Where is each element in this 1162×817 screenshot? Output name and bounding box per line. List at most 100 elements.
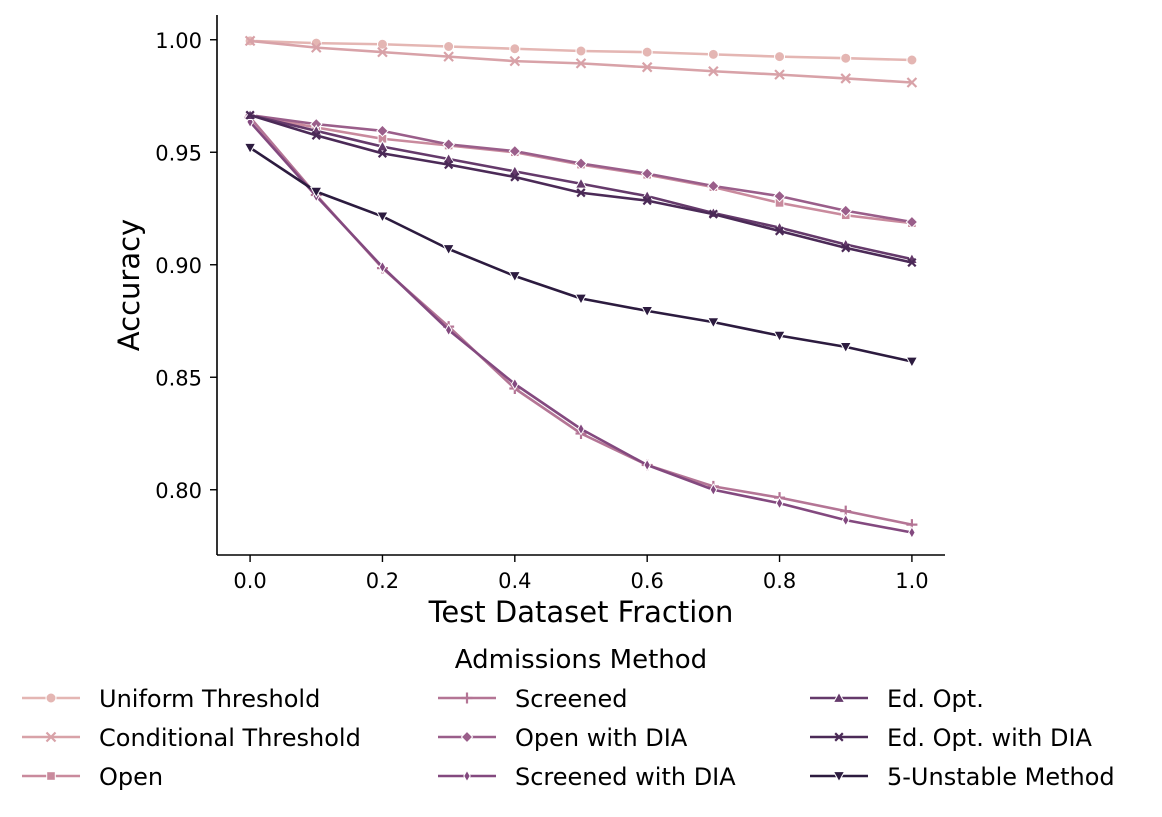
x-tick-label: 0.0 [233, 569, 266, 593]
data-point [443, 51, 454, 62]
data-point [574, 293, 588, 306]
y-tick-label: 0.80 [155, 479, 202, 503]
data-point [707, 179, 720, 193]
data-point [640, 167, 654, 180]
data-point [444, 323, 453, 337]
legend-item-conditional-threshold: Conditional Threshold [22, 724, 361, 752]
data-point [841, 513, 850, 527]
data-point [773, 189, 786, 203]
data-point [378, 260, 387, 274]
legend-title: Admissions Method [455, 645, 707, 675]
legend-swatch-marker [46, 771, 56, 781]
data-point [840, 73, 852, 84]
data-point [839, 204, 853, 218]
data-point [509, 55, 521, 67]
y-tick-label: 0.85 [155, 366, 202, 390]
data-point [707, 48, 719, 60]
legend-swatch-marker [45, 731, 57, 743]
legend-item-uniform-threshold: Uniform Threshold [22, 685, 320, 713]
legend-label: Ed. Opt. [887, 685, 984, 713]
data-point [377, 46, 388, 58]
x-tick-label: 0.2 [366, 569, 399, 593]
legend-item-5-unstable-method: 5-Unstable Method [810, 763, 1115, 791]
data-point [511, 377, 519, 391]
data-point [773, 330, 786, 343]
axes [216, 15, 945, 556]
data-point [906, 77, 918, 88]
data-point [509, 43, 521, 55]
data-point [309, 186, 323, 199]
data-point [908, 526, 916, 539]
x-axis-label: Test Dataset Fraction [428, 595, 734, 629]
legend-label: Screened with DIA [515, 763, 736, 791]
data-point [576, 188, 586, 198]
data-point [641, 46, 653, 58]
data-point [907, 257, 917, 268]
data-point [641, 61, 653, 73]
data-point [243, 142, 257, 155]
legend-swatch-marker [463, 769, 471, 783]
data-point [245, 110, 255, 120]
legend: Admissions Method Uniform Threshold Condi… [22, 645, 1115, 791]
series-conditional-threshold [244, 35, 918, 88]
legend-item-screened-with-dia: Screened with DIA [438, 763, 736, 791]
data-point [708, 65, 719, 77]
data-point [905, 356, 919, 369]
data-point [906, 54, 918, 66]
x-tick-label: 0.6 [630, 569, 663, 593]
legend-label: Screened [515, 685, 628, 713]
legend-item-screened: Screened [438, 685, 628, 713]
legend-label: Open with DIA [515, 724, 688, 752]
data-point [311, 130, 321, 140]
legend-item-open: Open [22, 763, 163, 791]
x-tick-label: 0.8 [763, 569, 796, 593]
data-point [643, 458, 651, 472]
legend-label: Open [99, 763, 163, 791]
legend-swatch-marker [460, 730, 474, 744]
data-point [709, 483, 718, 497]
data-point [442, 138, 455, 151]
legend-swatch-marker [834, 732, 844, 742]
legend-item-ed-opt-with-dia: Ed. Opt. with DIA [810, 724, 1093, 752]
data-point [775, 496, 784, 510]
data-point [244, 35, 256, 47]
data-point [442, 244, 455, 256]
legend-label: Conditional Threshold [99, 724, 361, 752]
data-point [508, 144, 522, 158]
series-screened-with-dia [246, 115, 916, 539]
data-point [577, 422, 585, 436]
series-line-ed-opt-with-dia [249, 113, 913, 264]
data-point [574, 177, 588, 189]
legend-item-open-with-dia: Open with DIA [438, 724, 688, 752]
data-point [246, 115, 254, 129]
y-tick-label: 0.95 [155, 141, 202, 165]
data-point [640, 305, 654, 318]
data-point [376, 211, 389, 223]
data-point [376, 140, 389, 152]
data-point [377, 148, 388, 158]
y-axis-label: Accuracy [112, 219, 146, 351]
data-point [774, 226, 785, 236]
data-point [841, 243, 851, 253]
legend-label: 5-Unstable Method [887, 763, 1115, 791]
legend-swatch-marker [832, 691, 846, 703]
legend-item-ed-opt: Ed. Opt. [810, 685, 984, 713]
data-point [510, 172, 520, 182]
series-ed-opt-with-dia [245, 110, 917, 268]
x-tick-label: 0.4 [498, 569, 531, 593]
data-point [444, 160, 454, 170]
data-point [707, 317, 720, 329]
x-tick-label: 1.0 [895, 569, 928, 593]
data-point [443, 41, 455, 52]
data-point [840, 52, 852, 64]
series-screened [244, 111, 918, 531]
data-point [376, 38, 388, 50]
plot-area [243, 35, 919, 539]
data-point [575, 58, 587, 69]
data-point [574, 157, 588, 170]
legend-swatch-marker [461, 692, 473, 704]
legend-swatch-marker [45, 692, 57, 704]
y-tick-label: 0.90 [155, 254, 202, 278]
legend-label: Uniform Threshold [99, 685, 320, 713]
